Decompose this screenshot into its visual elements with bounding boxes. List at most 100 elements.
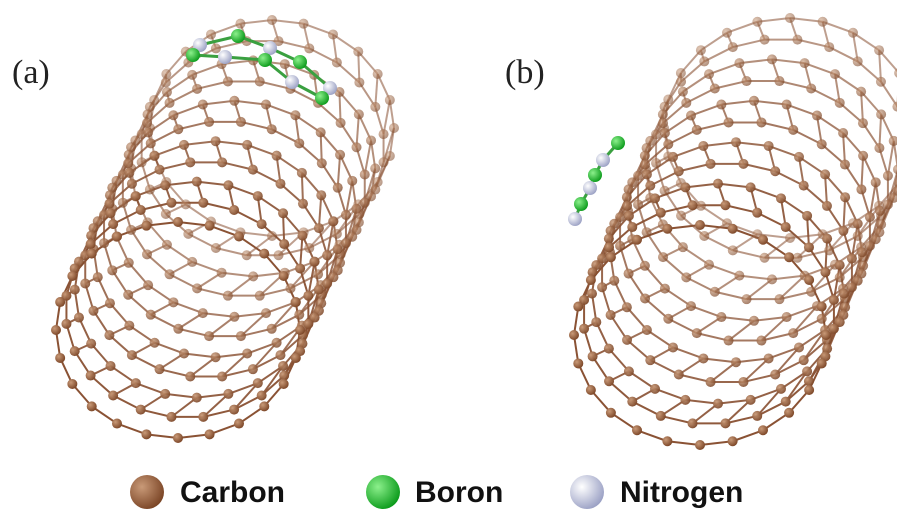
carbon-atom xyxy=(74,313,84,323)
carbon-atom xyxy=(104,199,114,209)
carbon-atom xyxy=(804,242,814,252)
carbon-atom xyxy=(839,289,849,299)
carbon-atom xyxy=(678,242,688,252)
carbon-atom xyxy=(738,377,748,387)
carbon-atom xyxy=(627,222,637,232)
carbon-atom xyxy=(248,165,258,175)
carbon-atom xyxy=(678,87,688,97)
legend-label: Carbon xyxy=(180,476,285,509)
carbon-atom xyxy=(788,328,798,338)
carbon-atom xyxy=(150,338,160,348)
carbon-atom xyxy=(734,271,744,281)
carbon-atom xyxy=(573,302,583,312)
carbon-atom xyxy=(799,355,809,365)
carbon-atom xyxy=(642,169,652,179)
carbon-atom xyxy=(688,418,698,428)
carbon-atom xyxy=(234,419,244,429)
carbon-atom xyxy=(830,69,840,79)
carbon-atom xyxy=(633,199,643,209)
carbon-atom xyxy=(304,243,314,253)
carbon-atom xyxy=(606,408,616,418)
carbon-atom xyxy=(692,328,702,338)
carbon-atom xyxy=(168,297,178,307)
carbon-atom xyxy=(126,225,136,235)
carbon-atom xyxy=(800,58,810,68)
carbon-atom xyxy=(597,282,607,292)
carbon-atom xyxy=(767,274,777,284)
carbon-atom xyxy=(316,127,326,137)
carbon-atom xyxy=(185,371,195,381)
carbon-atom xyxy=(204,331,214,341)
bond xyxy=(384,100,390,134)
carbon-atom xyxy=(155,165,165,175)
nitrogen-atom xyxy=(596,153,610,167)
carbon-atom xyxy=(108,219,118,229)
carbon-atom xyxy=(223,77,233,87)
carbon-atom xyxy=(622,302,632,312)
carbon-atom xyxy=(127,350,137,360)
carbon-atom xyxy=(746,395,756,405)
carbon-atom xyxy=(161,77,171,87)
carbon-atom xyxy=(70,285,80,295)
carbon-atom xyxy=(848,28,858,38)
carbon-atom xyxy=(660,284,670,294)
carbon-atom xyxy=(624,366,634,376)
boron-atom xyxy=(293,55,307,69)
carbon-atom xyxy=(752,208,762,218)
carbon-atom xyxy=(591,317,601,327)
carbon-atom xyxy=(883,171,893,181)
carbon-atom xyxy=(278,208,288,218)
carbon-atom xyxy=(235,19,245,29)
carbon-atom xyxy=(784,252,794,262)
carbon-atom xyxy=(784,408,794,418)
carbon-atom xyxy=(892,102,897,112)
carbon-atom xyxy=(758,235,768,245)
carbon-atom xyxy=(668,342,678,352)
carbon-atom xyxy=(752,17,762,27)
carbon-atom xyxy=(817,314,827,324)
carbon-atom xyxy=(294,138,304,148)
carbon-atom xyxy=(181,199,191,209)
carbon-atom xyxy=(680,395,690,405)
carbon-atom xyxy=(674,370,684,380)
carbon-atom xyxy=(162,87,172,97)
carbon-atom xyxy=(136,405,146,415)
carbon-atom xyxy=(640,151,650,161)
legend-swatch xyxy=(366,475,400,509)
carbon-atom xyxy=(161,209,171,219)
carbon-atom xyxy=(710,83,720,93)
carbon-atom xyxy=(716,100,726,110)
carbon-atom xyxy=(829,324,839,334)
carbon-atom xyxy=(817,302,827,312)
carbon-atom xyxy=(379,129,389,139)
carbon-atom xyxy=(106,208,116,218)
carbon-atom xyxy=(165,98,175,108)
carbon-atom xyxy=(360,198,370,208)
carbon-atom xyxy=(622,201,632,211)
carbon-atom xyxy=(781,397,791,407)
nitrogen-atom xyxy=(263,41,277,55)
carbon-atom xyxy=(267,15,277,25)
carbon-atom xyxy=(829,295,839,305)
carbon-atom xyxy=(87,401,97,411)
carbon-atom xyxy=(875,206,885,216)
carbon-atom xyxy=(658,118,668,128)
carbon-atom xyxy=(706,159,716,169)
legend: Carbon Boron Nitrogen xyxy=(130,475,743,509)
carbon-atom xyxy=(291,297,301,307)
carbon-atom xyxy=(663,314,673,324)
carbon-atom xyxy=(187,257,197,267)
carbon-atom xyxy=(242,250,252,260)
carbon-atom xyxy=(162,240,172,250)
nitrogen-atom xyxy=(285,75,299,89)
carbon-atom xyxy=(588,351,598,361)
carbon-atom xyxy=(835,272,845,282)
carbon-atom xyxy=(253,378,263,388)
carbon-atom xyxy=(586,385,596,395)
carbon-atom xyxy=(695,440,705,450)
carbon-atom xyxy=(55,353,65,363)
carbon-atom xyxy=(347,176,357,186)
carbon-atom xyxy=(734,58,744,68)
carbon-atom xyxy=(198,198,208,208)
panel-label: (a) xyxy=(12,54,50,91)
